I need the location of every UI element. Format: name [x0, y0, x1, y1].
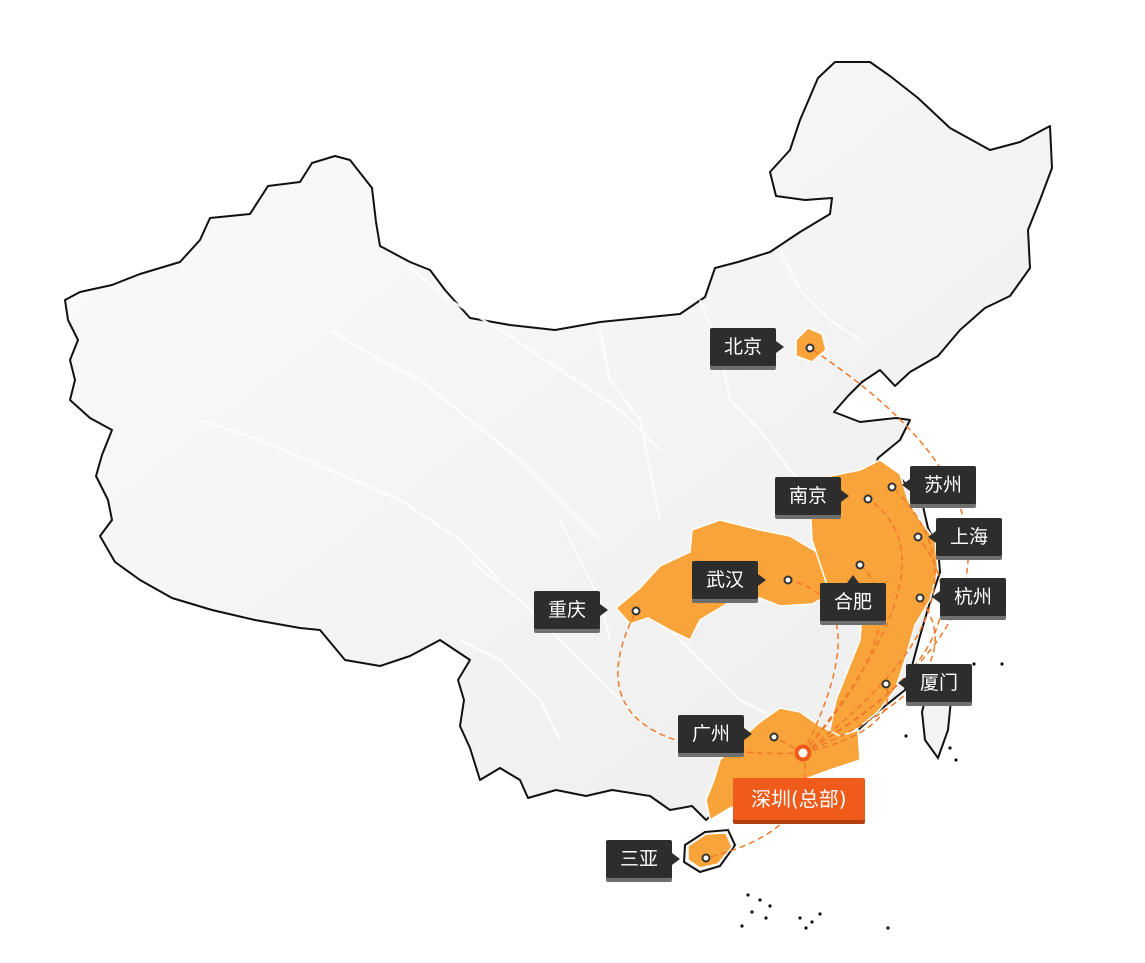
city-label-hangzhou: 杭州 — [932, 578, 1007, 616]
city-name-sanya: 三亚 — [620, 848, 659, 870]
dot-guangzhou — [769, 732, 779, 742]
city-label-beijing: 北京 — [710, 328, 785, 366]
route-suzhou — [802, 486, 936, 754]
city-label-suzhou: 苏州 — [902, 466, 977, 504]
city-name-beijing: 北京 — [724, 336, 763, 358]
route-beijing — [802, 347, 969, 754]
dot-beijing — [805, 343, 815, 353]
city-name-wuhan: 武汉 — [706, 569, 745, 591]
hq-label-shenzhen: 深圳(总部) — [733, 778, 865, 820]
city-label-shanghai: 上海 — [928, 518, 1003, 556]
route-wuhan — [787, 579, 839, 754]
dot-suzhou — [887, 482, 897, 492]
city-label-hefei: 合肥 — [820, 575, 887, 621]
city-name-hangzhou: 杭州 — [954, 586, 993, 608]
route-nanjing — [802, 498, 903, 754]
route-lines — [617, 347, 969, 859]
dot-chongqing — [631, 606, 641, 616]
city-label-chongqing: 重庆 — [534, 591, 609, 629]
province-lines — [199, 249, 861, 741]
south-sea-islands — [740, 662, 1004, 930]
city-name-hefei: 合肥 — [834, 591, 873, 613]
dot-shanghai — [913, 532, 923, 542]
dot-hefei — [855, 560, 865, 570]
city-dots — [631, 343, 925, 863]
city-label-guangzhou: 广州 — [678, 715, 753, 753]
hq-marker — [794, 744, 812, 762]
dot-hangzhou — [915, 593, 925, 603]
dot-sanya — [701, 853, 711, 863]
route-xiamen — [802, 683, 889, 754]
dot-nanjing — [863, 494, 873, 504]
city-name-shanghai: 上海 — [950, 526, 989, 548]
city-label-sanya: 三亚 — [606, 840, 681, 878]
country-outline — [64, 61, 1053, 821]
dot-wuhan — [783, 575, 793, 585]
city-label-nanjing: 南京 — [775, 477, 850, 515]
route-shanghai — [802, 536, 943, 754]
hq-name: 深圳(总部) — [751, 787, 847, 811]
city-label-xiamen: 厦门 — [898, 664, 973, 702]
city-name-chongqing: 重庆 — [548, 599, 587, 621]
city-name-nanjing: 南京 — [789, 485, 828, 507]
route-sanya — [705, 752, 806, 859]
city-label-wuhan: 武汉 — [692, 561, 767, 599]
city-name-xiamen: 厦门 — [920, 672, 959, 694]
city-name-suzhou: 苏州 — [924, 474, 963, 496]
route-hefei — [802, 564, 881, 754]
dot-xiamen — [881, 679, 891, 689]
city-name-guangzhou: 广州 — [692, 723, 731, 745]
